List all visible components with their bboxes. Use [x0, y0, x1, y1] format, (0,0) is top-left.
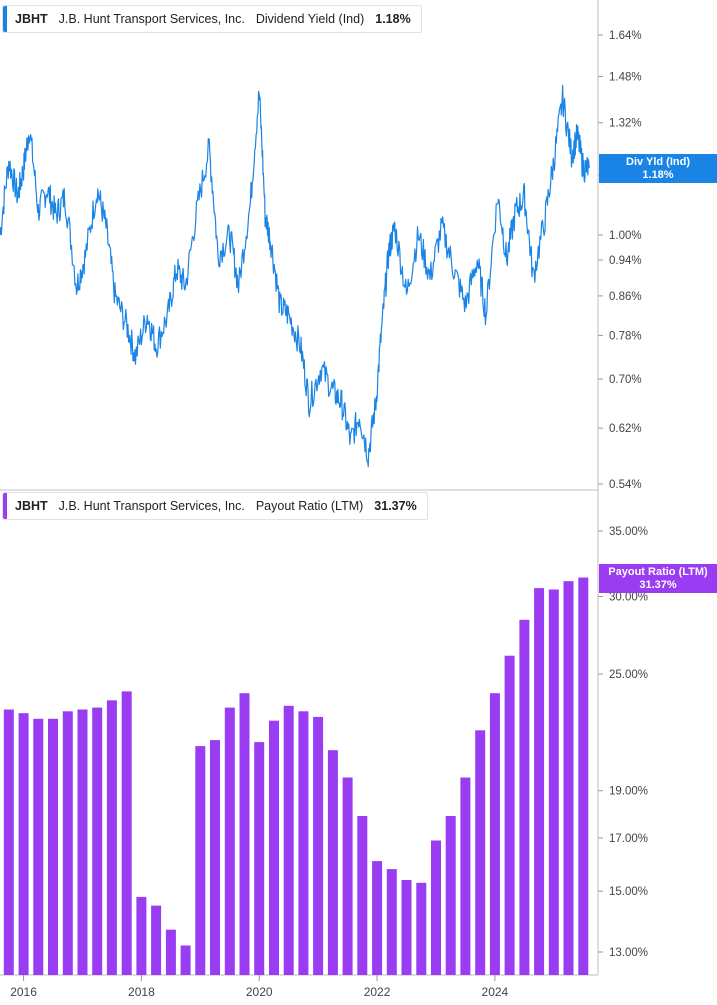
- bottom-legend-ticker: JBHT: [15, 499, 48, 513]
- payout-bar: [239, 693, 250, 975]
- payout-bar: [298, 711, 309, 975]
- payout-bar: [136, 896, 147, 975]
- x-tick-label: 2022: [364, 985, 391, 999]
- payout-bar: [445, 816, 456, 975]
- payout-bar: [578, 577, 589, 975]
- payout-y-tick-label: 13.00%: [609, 947, 648, 959]
- payout-bar: [534, 588, 545, 975]
- payout-y-tick-label: 35.00%: [609, 526, 648, 538]
- yield-y-tick-label: 0.94%: [609, 255, 642, 267]
- payout-bar: [386, 869, 397, 975]
- yield-y-tick-label: 1.48%: [609, 71, 642, 83]
- yield-series-swatch: [3, 6, 7, 32]
- payout-bar: [106, 700, 117, 975]
- payout-tag-value: 31.37%: [639, 579, 677, 591]
- payout-bar: [357, 816, 368, 975]
- payout-bar: [416, 882, 427, 975]
- yield-price-tag: Div Yld (Ind) 1.18%: [599, 154, 717, 183]
- yield-tag-label: Div Yld (Ind): [626, 156, 690, 168]
- x-tick-label: 2016: [10, 985, 37, 999]
- payout-bar: [519, 619, 530, 975]
- bottom-legend-value: 31.37%: [374, 499, 417, 513]
- top-legend-ticker: JBHT: [15, 12, 48, 26]
- x-tick-label: 2018: [128, 985, 155, 999]
- payout-bar: [327, 750, 338, 975]
- x-tick-label: 2020: [246, 985, 273, 999]
- payout-bar: [62, 711, 73, 975]
- yield-tag-value: 1.18%: [642, 169, 674, 181]
- payout-y-tick-label: 25.00%: [609, 669, 648, 681]
- payout-price-tag: Payout Ratio (LTM) 31.37%: [599, 564, 717, 593]
- payout-tag-label: Payout Ratio (LTM): [608, 566, 708, 578]
- top-legend-value: 1.18%: [375, 12, 411, 26]
- payout-series-swatch: [3, 493, 7, 519]
- bottom-legend-company: J.B. Hunt Transport Services, Inc.: [58, 499, 245, 513]
- payout-bar: [151, 905, 162, 975]
- bottom-legend: JBHT J.B. Hunt Transport Services, Inc. …: [2, 492, 428, 520]
- payout-bar: [18, 713, 29, 975]
- payout-bar: [254, 742, 265, 975]
- yield-y-tick-label: 0.70%: [609, 374, 642, 386]
- payout-bar: [33, 718, 44, 975]
- payout-y-tick-label: 19.00%: [609, 786, 648, 798]
- payout-bar: [92, 707, 103, 975]
- payout-bar: [195, 746, 206, 975]
- payout-bar: [372, 861, 383, 975]
- payout-bar: [121, 691, 132, 975]
- payout-bar: [431, 840, 441, 975]
- yield-y-tick-label: 1.32%: [609, 118, 642, 130]
- payout-bar: [224, 707, 235, 975]
- payout-bar: [210, 740, 220, 975]
- payout-bar: [269, 720, 279, 975]
- payout-bar: [489, 693, 500, 975]
- yield-y-tick-label: 0.86%: [609, 291, 642, 303]
- payout-bar: [342, 777, 353, 975]
- payout-y-tick-label: 17.00%: [609, 833, 648, 845]
- payout-bar: [77, 709, 88, 975]
- top-legend-company: J.B. Hunt Transport Services, Inc.: [58, 12, 245, 26]
- yield-y-tick-label: 1.64%: [609, 30, 642, 42]
- payout-bar: [313, 716, 324, 975]
- payout-bar: [475, 730, 486, 975]
- payout-bar: [3, 709, 14, 975]
- payout-bar: [283, 705, 294, 975]
- payout-bar: [165, 929, 176, 975]
- payout-y-tick-label: 30.00%: [609, 592, 648, 604]
- payout-bar: [548, 589, 559, 975]
- payout-bar: [460, 777, 471, 975]
- yield-y-tick-label: 0.54%: [609, 479, 642, 491]
- payout-bar: [563, 581, 574, 975]
- yield-y-tick-label: 0.62%: [609, 423, 642, 435]
- top-legend-metric: Dividend Yield (Ind): [255, 12, 365, 26]
- payout-bar: [504, 655, 515, 975]
- yield-y-tick-label: 0.78%: [609, 330, 642, 342]
- payout-y-tick-label: 15.00%: [609, 886, 648, 898]
- bottom-legend-metric: Payout Ratio (LTM): [255, 499, 364, 513]
- payout-bar: [48, 718, 58, 975]
- top-legend: JBHT J.B. Hunt Transport Services, Inc. …: [2, 5, 422, 33]
- yield-series-line: [0, 84, 590, 468]
- yield-y-tick-label: 1.00%: [609, 230, 642, 242]
- payout-bar: [401, 880, 412, 975]
- x-tick-label: 2024: [482, 985, 509, 999]
- payout-bar: [180, 945, 191, 975]
